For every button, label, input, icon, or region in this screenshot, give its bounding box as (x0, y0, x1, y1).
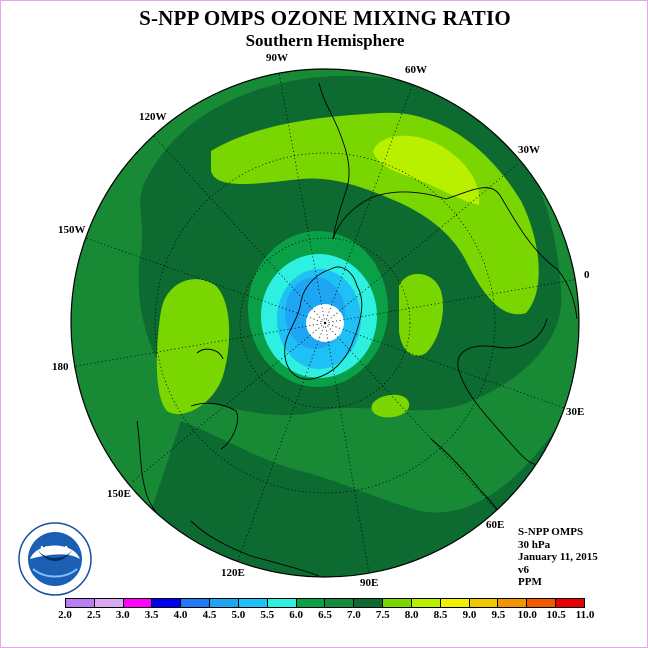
colorbar-tick-label: 2.0 (58, 609, 72, 621)
colorbar-segment (354, 599, 384, 607)
colorbar-segment (556, 599, 584, 607)
info-version: v6 (518, 563, 529, 576)
colorbar-tick-label: 5.0 (231, 609, 246, 621)
lon-label-150e: 150E (107, 488, 131, 500)
colorbar-segment (181, 599, 211, 607)
lon-label-0: 0 (584, 269, 590, 281)
colorbar-segment (123, 599, 153, 607)
info-level: 30 hPa (518, 538, 551, 551)
lon-label-180: 180 (52, 361, 69, 373)
map-border (70, 68, 580, 578)
colorbar-segment (498, 599, 528, 607)
colorbar-segment (66, 599, 95, 607)
colorbar-tick-label: 8.0 (404, 609, 419, 621)
info-instrument: S-NPP OMPS (518, 526, 584, 538)
lon-label-30w: 30W (518, 144, 540, 156)
colorbar-tick-label: 7.5 (375, 609, 390, 621)
lon-label-120w: 120W (139, 111, 167, 123)
colorbar-segment (210, 599, 239, 607)
colorbar-segment (469, 599, 499, 607)
contour-75-west (156, 279, 230, 415)
info-date: January 11, 2015 (518, 551, 598, 563)
lon-label-90e: 90E (360, 577, 379, 589)
noaa-logo-icon: NOAA (18, 522, 92, 596)
info-units: PPM (518, 576, 542, 588)
graticule (71, 72, 579, 574)
colorbar-tick-label: 4.5 (202, 609, 217, 621)
colorbar-segment (94, 599, 124, 607)
colorbar-tick-label: 9.5 (491, 609, 506, 621)
colorbar-tick-label: 3.5 (144, 609, 159, 621)
colorbar-segment (527, 599, 557, 607)
colorbar-tick-label: 7.0 (347, 609, 361, 621)
contour-80 (373, 135, 480, 205)
colorbar-segment (383, 599, 412, 607)
lon-label-60w: 60W (405, 64, 427, 76)
lon-label-30e: 30E (566, 406, 585, 418)
colorbar-segment (238, 599, 268, 607)
colorbar-segment (296, 599, 326, 607)
colorbar-segment (152, 599, 182, 607)
colorbar-tick-label: 2.5 (87, 609, 101, 621)
colorbar-tick-label: 9.0 (462, 609, 477, 621)
colorbar-tick-label: 11.0 (575, 609, 595, 621)
logo-text: NOAA (40, 545, 69, 556)
info-block: S-NPP OMPS 30 hPa January 11, 2015 v6 PP… (518, 526, 598, 589)
lon-label-90w: 90W (266, 52, 288, 64)
colorbar-tick-label: 8.5 (433, 609, 448, 621)
colorbar-tick-label: 5.5 (260, 609, 275, 621)
colorbar-segment (325, 599, 355, 607)
colorbar-segment (267, 599, 297, 607)
map-subtitle: Southern Hemisphere (245, 31, 405, 50)
colorbar-tick-label: 10.0 (517, 609, 537, 621)
colorbar-tick-label: 6.0 (289, 609, 303, 621)
ozone-contours (71, 72, 579, 577)
contour-75-east (399, 273, 444, 356)
colorbar (65, 598, 585, 608)
lon-label-150w: 150W (58, 224, 86, 236)
colorbar-tick-label: 6.5 (318, 609, 332, 621)
colorbar-segment (411, 599, 441, 607)
lon-label-60e: 60E (486, 519, 505, 531)
colorbar-segment (440, 599, 470, 607)
colorbar-tick-label: 4.0 (173, 609, 188, 621)
lon-label-120e: 120E (221, 567, 245, 579)
map-title: S-NPP OMPS OZONE MIXING RATIO (139, 6, 511, 30)
colorbar-tick-label: 10.5 (546, 609, 566, 621)
colorbar-tick-label: 3.0 (115, 609, 130, 621)
contour-75-south (371, 394, 410, 418)
